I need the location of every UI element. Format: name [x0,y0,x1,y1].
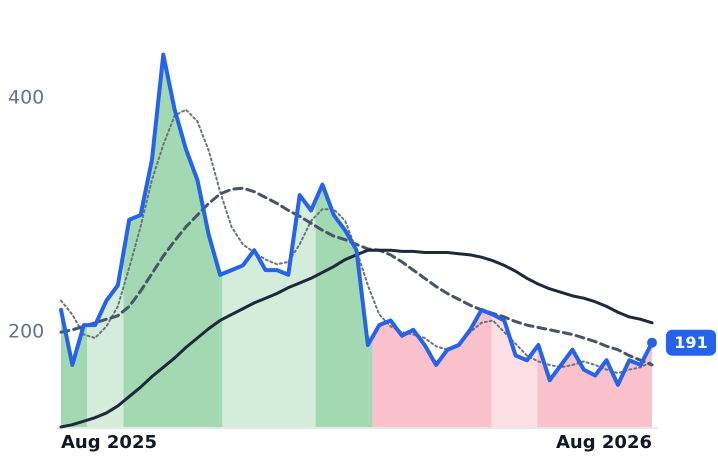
x-tick-label: Aug 2025 [61,432,157,453]
last-value-label: 191 [674,333,707,352]
regime-segment [491,54,538,428]
regime-segment [222,54,316,428]
y-tick-label: 400 [8,86,44,108]
series-line [59,52,654,387]
regime-segment [372,54,492,428]
regime-segment [315,54,373,428]
x-tick-label: Aug 2026 [556,432,652,453]
last-value-badge [666,329,716,356]
last-point [647,337,657,348]
y-tick-label: 200 [8,321,44,343]
series-line [59,186,654,367]
regime-segment [87,54,124,428]
